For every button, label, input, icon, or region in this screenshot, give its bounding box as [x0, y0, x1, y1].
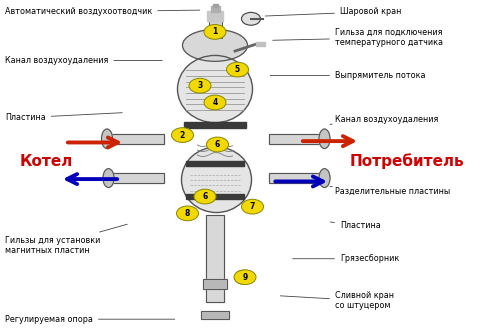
Bar — [269, 173, 326, 183]
Ellipse shape — [235, 270, 250, 284]
Text: 7: 7 — [250, 202, 255, 211]
Text: 4: 4 — [212, 98, 218, 107]
Text: Автоматический воздухоотводчик: Автоматический воздухоотводчик — [5, 7, 200, 16]
Bar — [206, 215, 224, 302]
Text: Грязесборник: Грязесборник — [293, 254, 399, 263]
Circle shape — [172, 128, 194, 142]
Text: 8: 8 — [185, 209, 190, 218]
Circle shape — [204, 25, 226, 39]
Text: 2: 2 — [180, 131, 185, 139]
Bar — [256, 42, 265, 46]
Text: Выпрямитель потока: Выпрямитель потока — [270, 71, 426, 80]
Ellipse shape — [178, 55, 252, 123]
Circle shape — [242, 199, 264, 214]
Bar — [269, 134, 326, 144]
Bar — [105, 134, 164, 144]
Bar — [201, 311, 229, 319]
Polygon shape — [184, 122, 246, 128]
Ellipse shape — [319, 129, 330, 149]
Bar — [105, 134, 164, 144]
Text: Пластина: Пластина — [5, 113, 122, 122]
Bar — [269, 134, 326, 144]
Text: Канал воздухоудаления: Канал воздухоудаления — [5, 56, 162, 65]
Bar — [212, 4, 218, 7]
Ellipse shape — [319, 169, 330, 187]
Circle shape — [226, 62, 248, 77]
Circle shape — [176, 206, 199, 221]
Text: Пластина: Пластина — [330, 221, 381, 229]
Text: Гильза для подключения
температурного датчика: Гильза для подключения температурного да… — [273, 28, 443, 47]
Bar — [207, 11, 223, 21]
Bar — [203, 279, 227, 289]
Bar — [203, 279, 227, 289]
Text: 3: 3 — [198, 81, 202, 90]
Circle shape — [194, 189, 216, 204]
Circle shape — [204, 95, 226, 110]
Bar — [106, 173, 164, 183]
Text: 1: 1 — [212, 28, 218, 36]
Bar — [208, 19, 222, 38]
Bar — [106, 173, 164, 183]
Circle shape — [189, 78, 211, 93]
Text: Разделительные пластины: Разделительные пластины — [330, 186, 450, 196]
Text: Котел: Котел — [20, 154, 73, 169]
Text: Канал воздухоудаления: Канал воздухоудаления — [330, 115, 438, 124]
Bar — [206, 215, 224, 302]
Polygon shape — [186, 194, 244, 199]
Bar — [201, 311, 229, 319]
Bar — [269, 173, 326, 183]
Text: 6: 6 — [215, 140, 220, 149]
Text: 5: 5 — [235, 65, 240, 74]
Ellipse shape — [182, 30, 248, 61]
Polygon shape — [186, 161, 244, 166]
Bar — [210, 6, 220, 12]
Text: Гильзы для установки
магнитных пластин: Гильзы для установки магнитных пластин — [5, 224, 128, 255]
Text: Шаровой кран: Шаровой кран — [266, 7, 402, 16]
Text: 6: 6 — [202, 192, 207, 201]
Ellipse shape — [102, 129, 112, 149]
Circle shape — [242, 12, 260, 25]
Text: Регулируемая опора: Регулируемая опора — [5, 315, 174, 324]
Circle shape — [206, 137, 229, 152]
Text: Сливной кран
со штуцером: Сливной кран со штуцером — [280, 291, 394, 310]
Bar — [208, 19, 222, 38]
Text: Потребитель: Потребитель — [350, 154, 465, 169]
Ellipse shape — [103, 169, 114, 187]
Ellipse shape — [182, 147, 252, 212]
Text: 9: 9 — [242, 273, 248, 282]
Circle shape — [234, 270, 256, 285]
